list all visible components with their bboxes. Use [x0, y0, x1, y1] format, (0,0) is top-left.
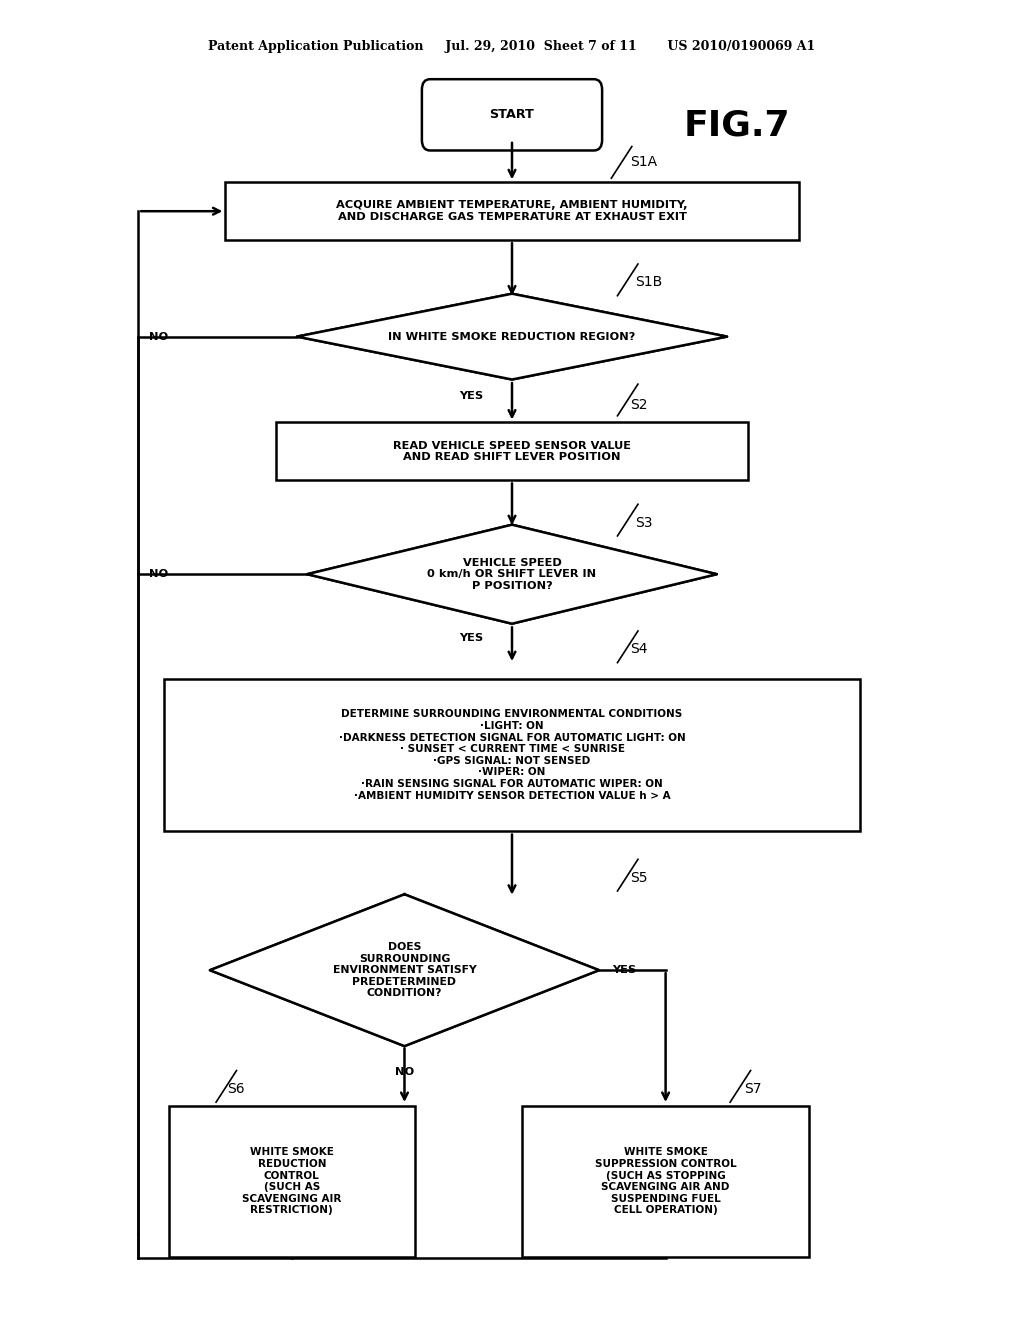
Text: S3: S3	[635, 516, 652, 529]
Text: ACQUIRE AMBIENT TEMPERATURE, AMBIENT HUMIDITY,
AND DISCHARGE GAS TEMPERATURE AT : ACQUIRE AMBIENT TEMPERATURE, AMBIENT HUM…	[336, 201, 688, 222]
Text: S6: S6	[226, 1082, 245, 1096]
Text: DOES
SURROUNDING
ENVIRONMENT SATISFY
PREDETERMINED
CONDITION?: DOES SURROUNDING ENVIRONMENT SATISFY PRE…	[333, 942, 476, 998]
Text: YES: YES	[459, 632, 483, 643]
Text: DETERMINE SURROUNDING ENVIRONMENTAL CONDITIONS
·LIGHT: ON
·DARKNESS DETECTION SI: DETERMINE SURROUNDING ENVIRONMENTAL COND…	[339, 709, 685, 801]
Polygon shape	[210, 895, 599, 1045]
Text: NO: NO	[150, 331, 168, 342]
Bar	[225, 182, 799, 240]
Text: Patent Application Publication     Jul. 29, 2010  Sheet 7 of 11       US 2010/01: Patent Application Publication Jul. 29, …	[208, 40, 816, 53]
Text: READ VEHICLE SPEED SENSOR VALUE
AND READ SHIFT LEVER POSITION: READ VEHICLE SPEED SENSOR VALUE AND READ…	[393, 441, 631, 462]
Text: S7: S7	[743, 1082, 762, 1096]
Bar	[169, 1106, 415, 1257]
Text: YES: YES	[612, 965, 637, 975]
Bar	[522, 1106, 809, 1257]
Text: WHITE SMOKE
REDUCTION
CONTROL
(SUCH AS
SCAVENGING AIR
RESTRICTION): WHITE SMOKE REDUCTION CONTROL (SUCH AS S…	[242, 1147, 342, 1216]
Text: S2: S2	[630, 399, 647, 412]
Text: S1A: S1A	[630, 156, 656, 169]
Text: S1B: S1B	[635, 276, 663, 289]
Text: YES: YES	[459, 391, 483, 401]
FancyBboxPatch shape	[422, 79, 602, 150]
Polygon shape	[307, 525, 717, 624]
Text: WHITE SMOKE
SUPPRESSION CONTROL
(SUCH AS STOPPING
SCAVENGING AIR AND
SUSPENDING : WHITE SMOKE SUPPRESSION CONTROL (SUCH AS…	[595, 1147, 736, 1216]
Bar	[276, 422, 748, 480]
Bar	[164, 678, 860, 832]
Text: NO: NO	[150, 569, 168, 579]
Text: START: START	[489, 108, 535, 121]
Text: VEHICLE SPEED
0 km/h OR SHIFT LEVER IN
P POSITION?: VEHICLE SPEED 0 km/h OR SHIFT LEVER IN P…	[427, 557, 597, 591]
Polygon shape	[297, 294, 727, 380]
Text: IN WHITE SMOKE REDUCTION REGION?: IN WHITE SMOKE REDUCTION REGION?	[388, 331, 636, 342]
Text: NO: NO	[395, 1067, 414, 1077]
Text: FIG.7: FIG.7	[684, 108, 791, 143]
Text: S5: S5	[630, 871, 647, 884]
Text: S4: S4	[630, 643, 647, 656]
